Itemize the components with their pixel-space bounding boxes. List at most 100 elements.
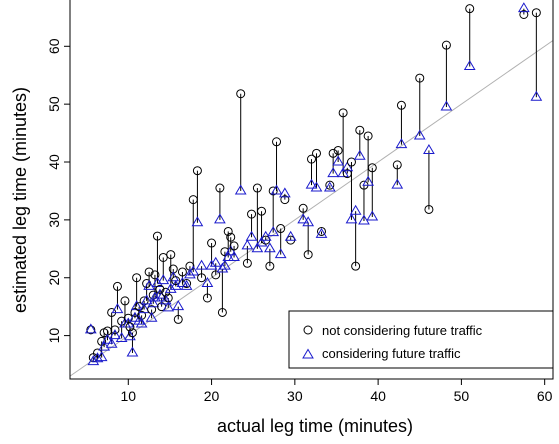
point-not-considering [229, 241, 239, 251]
y-tick-label: 50 [46, 96, 62, 112]
point-considering [234, 184, 247, 195]
point-considering [95, 351, 108, 362]
point-not-considering [171, 276, 181, 286]
point-considering [91, 352, 104, 363]
point-not-considering [396, 100, 406, 110]
point-not-considering [268, 186, 278, 196]
point-considering [84, 323, 97, 334]
point-considering [358, 214, 370, 225]
point-considering [133, 314, 145, 325]
point-considering [105, 337, 118, 348]
point-considering [332, 155, 345, 166]
point-not-considering [316, 226, 326, 236]
point-not-considering [112, 281, 122, 291]
point-considering [184, 268, 196, 279]
point-considering [302, 216, 315, 227]
point-considering [159, 294, 172, 305]
axes: 10 20 30 40 50 60 10 20 30 40 50 60 [46, 0, 554, 404]
point-considering [87, 355, 100, 366]
point-not-considering [152, 231, 162, 241]
point-considering [267, 226, 280, 237]
point-considering [172, 300, 185, 311]
point-not-considering [158, 252, 168, 262]
legend-box [288, 310, 554, 369]
plot-area [69, 2, 554, 377]
point-not-considering [182, 279, 192, 289]
point-considering [195, 259, 208, 270]
point-not-considering [441, 40, 451, 50]
point-considering [187, 265, 200, 276]
legend-label-considering: considering future traffic [322, 346, 461, 361]
x-axis-title: actual leg time (minutes) [217, 416, 413, 436]
point-considering [345, 213, 358, 224]
point-considering [297, 213, 310, 224]
point-considering [228, 251, 240, 261]
point-considering [201, 277, 214, 288]
point-not-considering [351, 261, 361, 271]
legend: not considering future traffic consideri… [288, 310, 554, 369]
point-considering [124, 330, 136, 341]
y-tick-label: 10 [46, 328, 62, 344]
point-not-considering [144, 267, 154, 277]
point-considering [323, 181, 336, 192]
point-considering [126, 346, 139, 357]
point-considering [180, 279, 193, 290]
point-considering [530, 90, 543, 101]
point-considering [138, 303, 150, 314]
point-not-considering [211, 270, 221, 280]
point-considering [115, 332, 128, 342]
point-considering [251, 242, 264, 253]
point-considering [205, 259, 218, 270]
y-tick-label: 30 [46, 212, 62, 228]
point-not-considering [197, 273, 207, 283]
point-not-considering [192, 166, 202, 176]
legend-triangle-marker [302, 348, 314, 359]
point-considering [395, 138, 408, 149]
point-not-considering [276, 224, 286, 234]
point-considering [305, 178, 318, 189]
point-not-considering [177, 267, 187, 277]
point-considering [224, 245, 237, 256]
x-tick-label: 10 [121, 388, 137, 404]
point-considering [517, 2, 530, 13]
point-considering [219, 259, 231, 270]
point-not-considering [298, 203, 308, 213]
y-tick-label: 20 [46, 270, 62, 286]
point-not-considering [424, 204, 434, 214]
point-not-considering [280, 195, 290, 205]
point-not-considering [325, 180, 335, 190]
point-considering [274, 248, 287, 259]
point-considering [245, 230, 258, 241]
point-not-considering [338, 108, 348, 118]
point-not-considering [355, 125, 365, 135]
point-not-considering [328, 148, 338, 158]
point-considering [391, 178, 404, 189]
x-tick-label: 30 [287, 388, 303, 404]
point-not-considering [333, 145, 343, 155]
point-considering [413, 129, 426, 140]
point-not-considering [236, 89, 246, 99]
point-considering [353, 149, 366, 160]
point-considering [270, 184, 283, 195]
point-not-considering [166, 250, 176, 260]
point-considering [315, 227, 328, 238]
legend-circle-marker [303, 325, 313, 335]
point-not-considering [303, 250, 313, 260]
point-not-considering [132, 273, 142, 283]
point-not-considering [202, 293, 212, 303]
legend-label-not-considering: not considering future traffic [322, 323, 483, 338]
point-considering [241, 239, 254, 250]
point-not-considering [226, 232, 236, 242]
point-not-considering [272, 137, 282, 147]
point-considering [164, 282, 177, 293]
point-considering [176, 277, 189, 288]
point-considering [214, 213, 226, 224]
point-considering [162, 301, 175, 312]
point-not-considering [519, 9, 529, 19]
point-not-considering [86, 325, 96, 335]
point-not-considering [217, 307, 227, 317]
point-considering [145, 311, 158, 322]
x-tick-label: 20 [204, 388, 220, 404]
point-not-considering [465, 4, 475, 14]
